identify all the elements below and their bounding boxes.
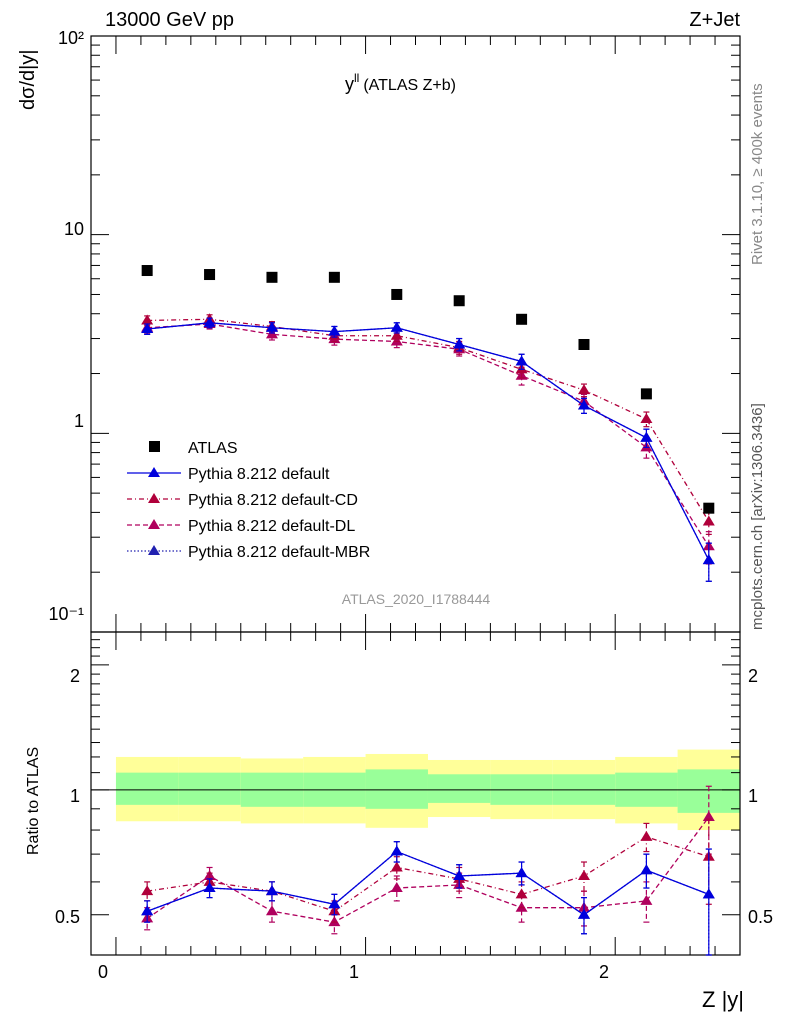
ratio-band-inner (115, 772, 179, 805)
mcplots-label: mcplots.cern.ch [arXiv:1306.3436] (749, 403, 766, 630)
plot-title-main: y (345, 74, 354, 94)
plot-layer (90, 35, 741, 956)
main-line-dl (147, 323, 710, 547)
main-point-cd (577, 384, 590, 395)
ratio-point-default (141, 905, 154, 916)
ratio-point-cd (515, 888, 528, 899)
rivet-label: Rivet 3.1.10, ≥ 400k events (749, 83, 766, 265)
ratio-point-default (203, 882, 216, 893)
ratio-point-dl (390, 882, 403, 893)
main-frame (90, 35, 741, 633)
ratio-ytick-label-2: 2 (70, 666, 80, 686)
ratio-band-inner (427, 774, 491, 803)
legend-marker-dl (148, 519, 160, 529)
main-point-default (390, 321, 403, 332)
main-point-atlas (703, 502, 715, 514)
ratio-point-dl (702, 811, 715, 822)
xtick-label-1: 1 (349, 962, 359, 982)
ratio-y-axis-label: Ratio to ATLAS (25, 747, 42, 855)
ratio-point-cd (141, 885, 154, 896)
ratio-point-cd (577, 869, 590, 880)
main-point-dl (390, 335, 403, 346)
main-point-atlas (391, 288, 403, 300)
main-point-atlas (640, 388, 652, 400)
ratio-point-default (515, 867, 528, 878)
main-point-default (141, 323, 154, 334)
main-point-default (640, 431, 653, 442)
ratio-point-default (328, 898, 341, 909)
x-axis-label: Z |y| (702, 987, 744, 1012)
ratio-line-dl (146, 816, 710, 923)
legend-label-dl: Pythia 8.212 default-DL (188, 518, 355, 535)
legend-label-atlas: ATLAS (188, 440, 238, 457)
legend-marker-mbr (148, 545, 160, 555)
ratio-point-default (453, 869, 466, 880)
main-point-default (453, 338, 466, 349)
xtick-label-0: 0 (98, 962, 108, 982)
main-point-default (203, 316, 216, 327)
main-point-cd (640, 413, 653, 424)
main-point-default (328, 325, 341, 336)
main-line-cd (147, 318, 710, 522)
main-point-atlas (328, 271, 340, 283)
main-line-default (147, 322, 710, 561)
analysis-id: ATLAS_2020_I1788444 (342, 591, 491, 607)
main-point-atlas (516, 313, 528, 325)
ratio-line-cd (147, 836, 709, 912)
xtick-label-2: 2 (599, 962, 609, 982)
header-right: Z+Jet (689, 9, 740, 31)
plot-title-sup: ll (354, 71, 359, 85)
legend: ATLAS Pythia 8.212 default Pythia 8.212 … (127, 440, 370, 561)
legend-marker-default (148, 467, 160, 477)
legend-label-default: Pythia 8.212 default (188, 466, 330, 483)
ratio-line-mbr (146, 850, 710, 916)
main-point-cd (702, 515, 715, 526)
ratio-point-cd (390, 861, 403, 872)
ratio-point-default (702, 888, 715, 899)
ratio-band-inner (178, 772, 241, 805)
main-point-default (702, 554, 715, 565)
ratio-band-inner (365, 769, 428, 809)
main-point-atlas (141, 265, 153, 277)
main-point-atlas (266, 271, 278, 283)
ratio-point-dl (265, 905, 278, 916)
ratio-point-default (577, 908, 590, 919)
header-left: 13000 GeV pp (105, 9, 234, 31)
ratio-ytick-label-1: 1 (70, 786, 80, 806)
ytick-label-10: 10 (64, 219, 84, 239)
plot-title-suffix: (ATLAS Z+b) (363, 77, 456, 94)
main-point-cd (390, 329, 403, 340)
ratio-point-default (390, 845, 403, 856)
main-point-default (515, 355, 528, 366)
plot-title: yll (ATLAS Z+b) (345, 71, 456, 94)
ratio-ytick-label-0p5: 0.5 (55, 907, 80, 927)
ratio-ytick-label-0p5-right: 0.5 (748, 907, 773, 927)
legend-label-cd: Pythia 8.212 default-CD (188, 492, 358, 509)
legend-marker-cd (148, 493, 160, 503)
ratio-line-default (146, 850, 710, 916)
main-point-cd (141, 314, 154, 325)
ytick-label-0p1: 10⁻¹ (48, 604, 84, 624)
ratio-ytick-label-2-right: 2 (748, 666, 758, 686)
main-point-default (577, 399, 590, 410)
main-point-atlas (578, 338, 590, 350)
ratio-ytick-label-1-right: 1 (748, 786, 758, 806)
ytick-label-100: 10² (58, 28, 84, 48)
legend-label-mbr: Pythia 8.212 default-MBR (188, 544, 370, 561)
ratio-point-default (265, 885, 278, 896)
legend-marker-atlas (149, 441, 160, 452)
ratio-point-cd (640, 830, 653, 841)
ratio-point-default (640, 864, 653, 875)
main-point-atlas (204, 269, 216, 281)
main-point-atlas (453, 295, 465, 307)
main-point-default (265, 321, 278, 332)
ratio-point-dl (640, 894, 653, 905)
y-axis-label: dσ/d|y| (17, 49, 39, 110)
ytick-label-1: 1 (74, 411, 84, 431)
